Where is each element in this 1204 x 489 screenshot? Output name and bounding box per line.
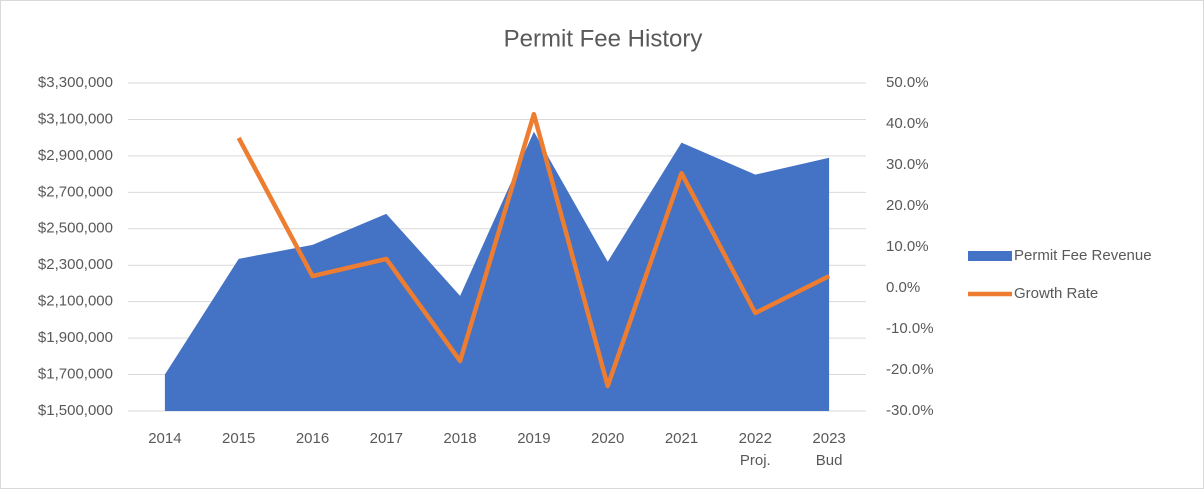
y-tick-label: $1,900,000 (38, 329, 113, 346)
x-tick-label: 2014 (148, 430, 181, 447)
chart-title: Permit Fee History (504, 25, 703, 52)
legend-label: Growth Rate (1014, 285, 1098, 302)
y-tick-label: $3,100,000 (38, 110, 113, 127)
y-tick-label: $3,300,000 (38, 74, 113, 91)
y2-tick-label: 20.0% (886, 197, 929, 214)
y2-tick-label: 30.0% (886, 156, 929, 173)
x-tick-label: 2017 (370, 430, 403, 447)
line (236, 111, 831, 389)
x-tick-label: 2019 (517, 430, 550, 447)
legend-label: Permit Fee Revenue (1014, 247, 1152, 264)
y2-tick-label: -10.0% (886, 320, 934, 337)
y-tick-label: $1,700,000 (38, 366, 113, 383)
x-tick-label: 2023 Bud (812, 430, 845, 469)
y-tick-label: $2,700,000 (38, 183, 113, 200)
x-tick-label: 2016 (296, 430, 329, 447)
y-tick-label: $2,900,000 (38, 147, 113, 164)
x-tick-label: 2015 (222, 430, 255, 447)
y2-tick-label: -20.0% (886, 361, 934, 378)
y2-tick-label: 40.0% (886, 115, 929, 132)
x-tick-label: 2022 Proj. (739, 430, 772, 469)
y-tick-label: $1,500,000 (38, 402, 113, 419)
y2-tick-label: 50.0% (886, 74, 929, 91)
y-tick-label: $2,100,000 (38, 293, 113, 310)
y-tick-label: $2,300,000 (38, 256, 113, 273)
y2-tick-label: 10.0% (886, 238, 929, 255)
x-tick-label: 2020 (591, 430, 624, 447)
x-tick-label: 2021 (665, 430, 698, 447)
x-tick-label: 2018 (443, 430, 476, 447)
area (164, 131, 830, 412)
legend-swatch (968, 251, 1012, 261)
y2-tick-label: -30.0% (886, 402, 934, 419)
y2-tick-label: 0.0% (886, 279, 920, 296)
y-tick-label: $2,500,000 (38, 220, 113, 237)
